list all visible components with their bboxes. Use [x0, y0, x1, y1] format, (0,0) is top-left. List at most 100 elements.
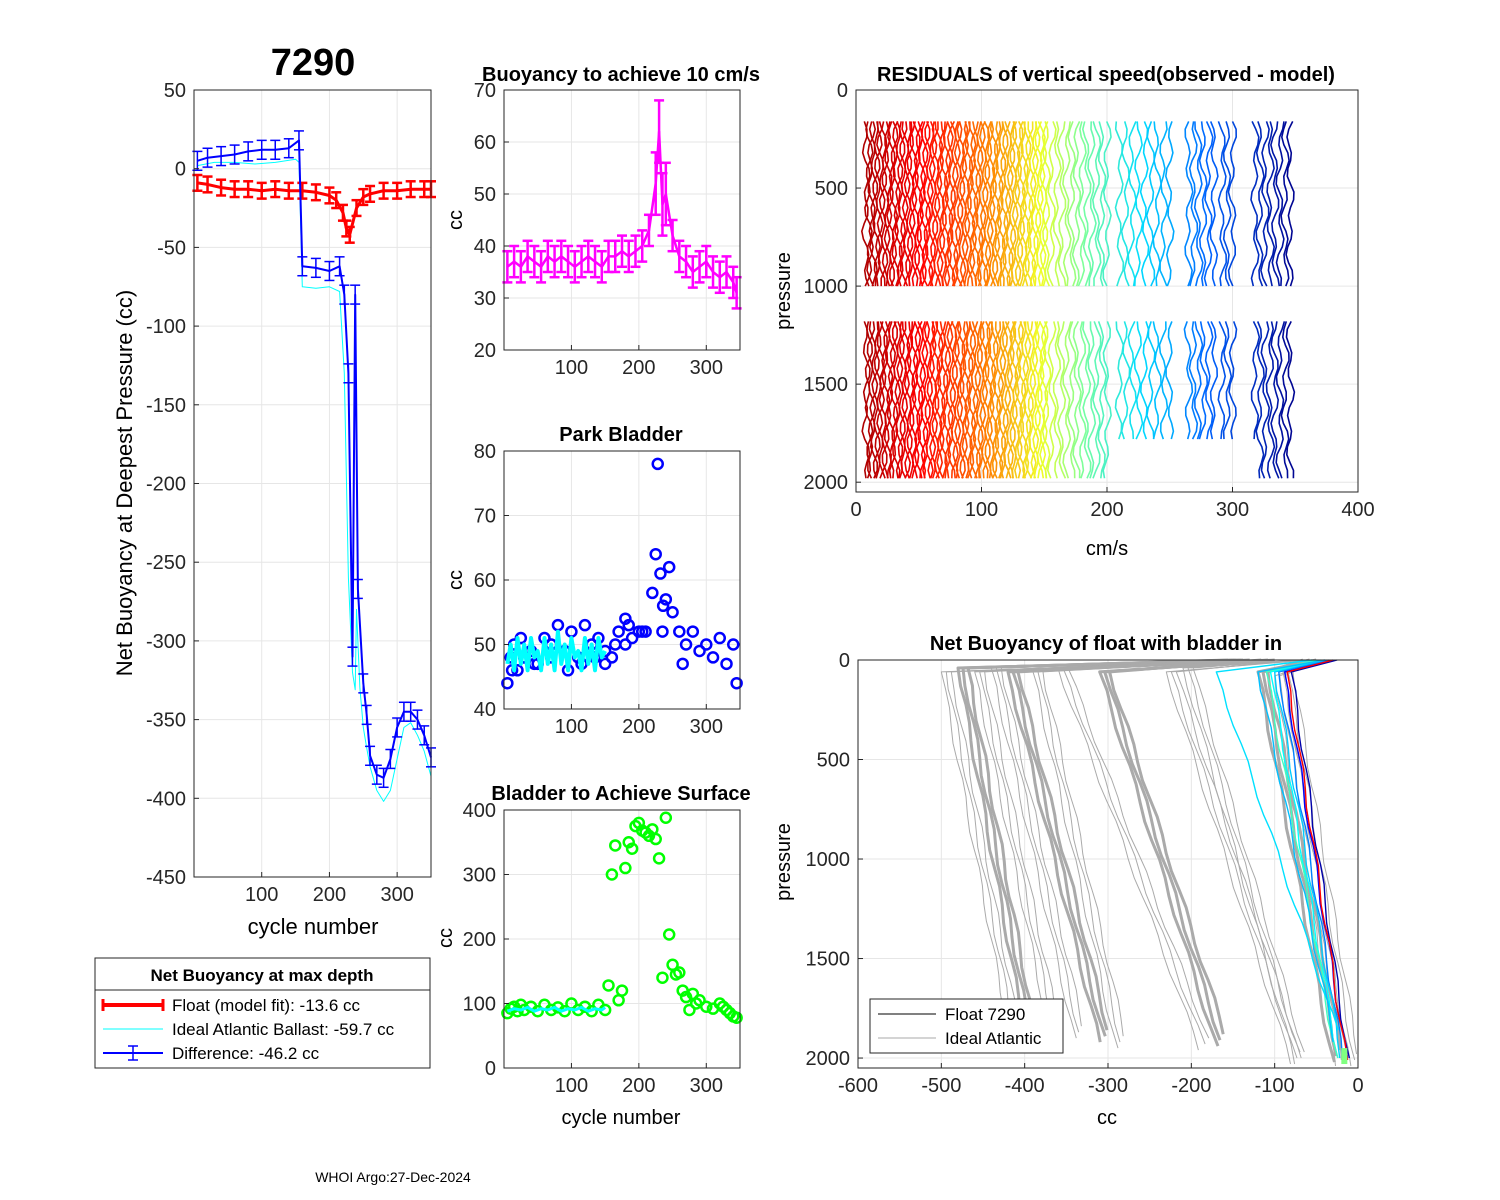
residual-profile [866, 321, 877, 479]
residual-profile [1072, 321, 1082, 479]
ideal-atlantic-profile [990, 659, 1234, 1039]
bladder-surface-point [716, 1000, 730, 1013]
residual-profile [1139, 121, 1150, 287]
x-tick-label: 400 [1341, 499, 1374, 521]
park-bladder-point [679, 638, 693, 651]
bladder-surface-point [656, 971, 669, 984]
residual-profile [908, 121, 919, 287]
bladder-surface-point [602, 979, 615, 992]
x-tick-label: 200 [1090, 499, 1123, 521]
float-profile [1257, 659, 1334, 1043]
residual-profile [1255, 321, 1265, 479]
residual-profile [1194, 321, 1204, 440]
park-bladder-point [720, 657, 733, 671]
park-bladder-point [706, 651, 720, 664]
y-tick-label: -200 [146, 474, 186, 496]
residual-profile [1265, 321, 1276, 479]
y-tick-label: 2000 [804, 472, 849, 494]
residual-profile [899, 121, 909, 287]
residual-profile [898, 321, 909, 479]
residual-profile [1082, 121, 1092, 287]
buoyancy-10cms-ylabel: cc [445, 210, 467, 230]
float-profile [1215, 659, 1339, 1031]
bladder-surface-point [693, 994, 706, 1007]
park-bladder-ticks: 100 200 300 80 70 60 50 40 [474, 441, 723, 738]
ideal-atlantic-profile [945, 659, 1252, 1023]
bladder-surface-point [652, 852, 666, 865]
residual-profile [888, 321, 899, 479]
residual-profile [914, 121, 924, 287]
bladder-surface-point [625, 842, 639, 855]
park-bladder-point [619, 638, 632, 651]
residual-profile [1071, 121, 1081, 287]
y-tick-label: 50 [474, 184, 496, 206]
buoyancy-10cms-ticks: 100 200 300 70 60 50 40 30 20 [474, 80, 723, 379]
residual-profile [1087, 121, 1097, 287]
residual-profile [1002, 121, 1012, 287]
x-tick-label: 300 [690, 1075, 723, 1097]
park-bladder-point [625, 631, 639, 645]
residual-profile [946, 121, 957, 287]
y-tick-label: -450 [146, 867, 186, 889]
residual-profile [1052, 321, 1062, 479]
residual-profile [1052, 121, 1062, 287]
y-tick-label: -300 [146, 631, 186, 653]
residual-profile [1042, 121, 1052, 287]
park-bladder-marks [501, 457, 743, 690]
y-tick-label: -150 [146, 395, 186, 417]
y-tick-label: 40 [474, 236, 496, 258]
residual-profile [1158, 321, 1169, 440]
ideal-atlantic-profile [1042, 659, 1262, 1037]
residual-profile [936, 121, 946, 287]
x-tick-label: 200 [313, 884, 346, 906]
net-buoyancy-ticks: 100 200 300 50 0 -50 -100 -150 -200 -250 -300 -350 -… [146, 80, 414, 906]
residuals-grid [855, 89, 1359, 492]
residual-profile [891, 321, 902, 479]
residual-profile [1209, 321, 1218, 440]
legend-entry-ideal-atlantic: Ideal Atlantic [945, 1029, 1042, 1048]
bladder-surface-point [615, 984, 629, 997]
residual-profile [896, 121, 907, 287]
residual-profile [1280, 121, 1290, 287]
residual-profile [881, 321, 891, 479]
y-tick-label: 1500 [806, 949, 851, 971]
park-bladder-point [598, 657, 612, 671]
residual-profile [1092, 321, 1102, 479]
residual-profile [994, 121, 1004, 287]
residual-profile [1062, 121, 1072, 287]
net-buoyancy-marks [192, 130, 436, 802]
ideal-atlantic-profile [1032, 659, 1275, 1049]
ideal-atlantic-profile [950, 659, 1245, 1017]
legend-entry-difference: Difference: -46.2 cc [172, 1044, 320, 1063]
residual-profile [1285, 321, 1296, 479]
legend-entry-float: Float (model fit): -13.6 cc [172, 996, 361, 1015]
bladder-in-ticks: -600 -500 -400 -300 -200 -100 0 0 500 1000 1500 200… [806, 650, 1364, 1097]
residual-profile [1217, 321, 1227, 440]
residual-profile [1001, 321, 1012, 479]
y-tick-label: 20 [474, 340, 496, 362]
park-bladder-point [651, 457, 664, 471]
bladder-surface-ticks: 100 200 300 400 300 200 100 0 [463, 800, 723, 1097]
ideal-atlantic-profile [1016, 658, 1237, 1031]
y-tick-label: 70 [474, 506, 496, 528]
park-bladder-point [646, 586, 659, 600]
residual-profile [984, 121, 994, 287]
bladder-surface-point [720, 1003, 733, 1017]
x-tick-label: 300 [380, 884, 413, 906]
residual-profile [1031, 321, 1041, 479]
residual-profile [864, 321, 874, 479]
residual-profile [1006, 121, 1017, 287]
park-bladder-point [619, 612, 632, 625]
park-bladder-point [605, 651, 619, 664]
residual-profile [1250, 321, 1261, 440]
residual-profile [1255, 121, 1265, 287]
residual-profile [1227, 121, 1237, 287]
x-tick-label: 100 [555, 716, 588, 738]
y-tick-label: -400 [146, 788, 186, 810]
residual-profile [926, 321, 937, 479]
residual-profile [917, 321, 927, 479]
residual-profile [864, 121, 874, 287]
net-buoyancy-panel: 7290 100 200 300 50 0 -50 -100 -150 -200 -250 -300… [112, 42, 436, 939]
residual-profile [1193, 121, 1204, 287]
